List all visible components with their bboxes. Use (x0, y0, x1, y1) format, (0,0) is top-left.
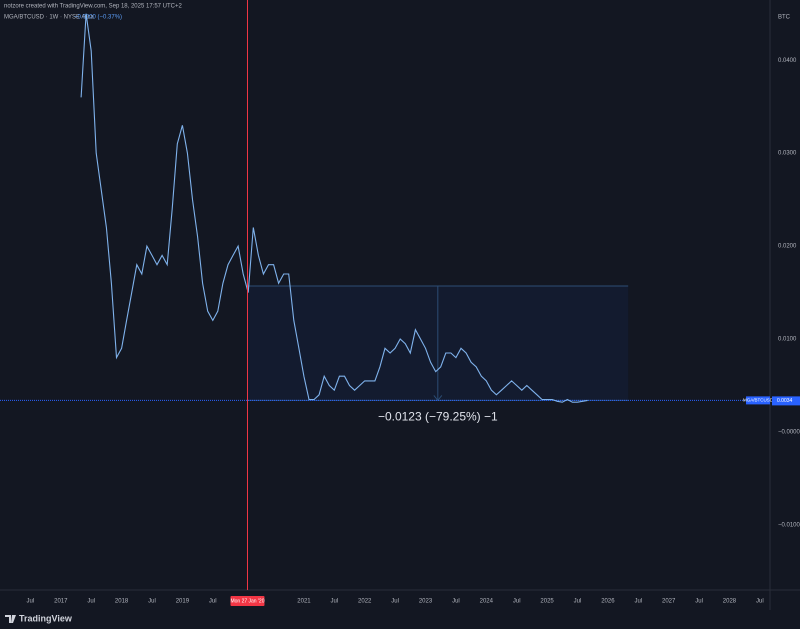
x-tick-label: 2019 (176, 599, 190, 605)
y-tick-label: −0.0000 (778, 430, 800, 436)
symbol-tag-label: MGA/BTCUSD (743, 398, 774, 403)
x-tick-label: 2018 (115, 599, 129, 605)
x-tick-label: Jul (756, 599, 764, 605)
crosshair-label: Mon 27 Jan '20 (230, 598, 264, 604)
logo: TradingView (5, 613, 73, 623)
x-tick-label: Jul (695, 599, 703, 605)
symbol-legend: MGA/BTCUSD · 1W · NYSE Arca (4, 15, 94, 21)
x-tick-label: Jul (513, 599, 521, 605)
symbol-tag (746, 396, 770, 405)
x-tick-label: 2026 (601, 599, 615, 605)
last-value-tag (772, 396, 800, 406)
x-tick-label: 2028 (723, 599, 737, 605)
x-tick-label: 2024 (480, 599, 494, 605)
currency: BTC (778, 15, 791, 21)
price-line-series (80, 13, 588, 403)
measure-arrowhead (433, 395, 443, 402)
y-tick-label: 0.0400 (778, 58, 797, 64)
x-tick-label: 2025 (540, 599, 554, 605)
x-tick-label: Jul (209, 599, 217, 605)
logo-text: TradingView (19, 613, 73, 623)
x-tick-label: 2022 (358, 599, 372, 605)
y-tick-label: 0.0100 (778, 337, 797, 343)
last-value-label: 0.0034 (777, 398, 793, 404)
measure-label: −0.0123 (−79.25%) −1 (378, 410, 498, 424)
x-tick-label: Jul (452, 599, 460, 605)
x-tick-label: Jul (634, 599, 642, 605)
x-tick-label: Jul (148, 599, 156, 605)
y-tick-label: 0.0200 (778, 244, 797, 250)
x-tick-label: 2017 (54, 599, 68, 605)
x-tick-label: Jul (27, 599, 35, 605)
x-tick-label: 2023 (419, 599, 433, 605)
change-label: −0.0000 (−0.37%) (74, 15, 122, 21)
credit: notzore created with TradingView.com, Se… (4, 4, 182, 10)
y-tick-label: −0.0100 (778, 523, 800, 529)
x-tick-label: Jul (87, 599, 95, 605)
x-tick-label: 2021 (297, 599, 311, 605)
x-tick-label: Jul (331, 599, 339, 605)
crosshair-tag (230, 596, 265, 606)
y-tick-label: 0.0300 (778, 151, 797, 157)
x-tick-label: Jul (391, 599, 399, 605)
logo-icon (5, 615, 16, 623)
plot-area (0, 13, 770, 403)
x-tick-label: 2027 (662, 599, 676, 605)
x-tick-label: Jul (574, 599, 582, 605)
